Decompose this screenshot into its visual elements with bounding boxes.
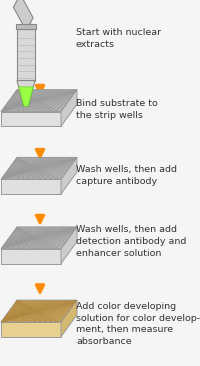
Bar [16, 24, 36, 29]
Polygon shape [61, 227, 77, 264]
Polygon shape [1, 322, 61, 337]
Polygon shape [17, 81, 35, 106]
Polygon shape [1, 249, 61, 264]
Text: Start with nuclear
extracts: Start with nuclear extracts [76, 28, 161, 49]
Text: Wash wells, then add
capture antibody: Wash wells, then add capture antibody [76, 165, 177, 186]
Polygon shape [1, 157, 77, 179]
Polygon shape [19, 87, 33, 106]
Polygon shape [61, 90, 77, 126]
Text: Add color developing
solution for color develop-
ment, then measure
absorbance: Add color developing solution for color … [76, 302, 200, 346]
Text: Bind substrate to
the strip wells: Bind substrate to the strip wells [76, 100, 158, 120]
Polygon shape [61, 300, 77, 337]
Polygon shape [1, 179, 61, 194]
Polygon shape [13, 0, 33, 31]
Polygon shape [1, 112, 61, 126]
Polygon shape [1, 90, 77, 112]
Text: Wash wells, then add
detection antibody and
enhancer solution: Wash wells, then add detection antibody … [76, 225, 186, 258]
Polygon shape [1, 227, 77, 249]
Polygon shape [61, 157, 77, 194]
Polygon shape [1, 300, 77, 322]
Bar [17, 29, 35, 81]
